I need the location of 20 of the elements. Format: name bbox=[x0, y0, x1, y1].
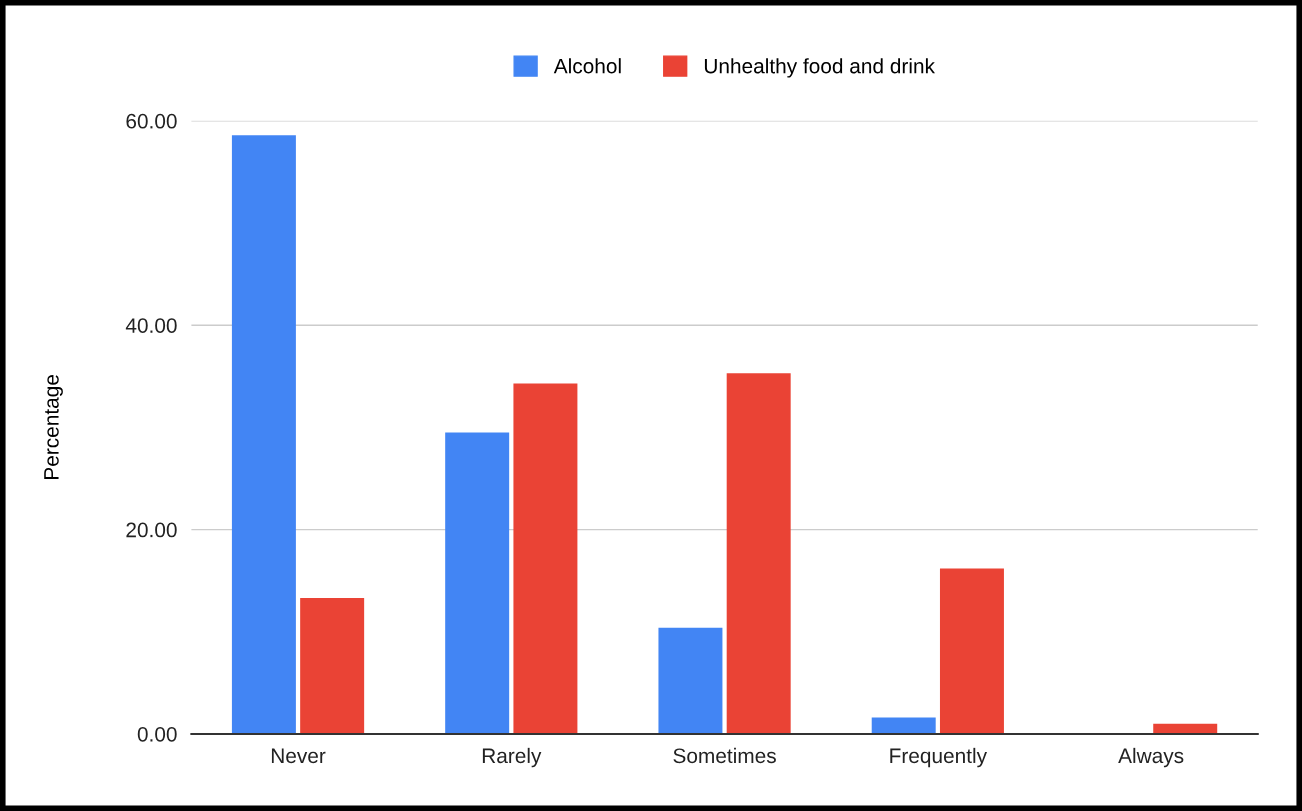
bar bbox=[513, 383, 578, 734]
x-tick-label: Never bbox=[271, 748, 326, 764]
bar bbox=[300, 598, 365, 734]
x-tick-label: Rarely bbox=[482, 747, 542, 768]
bar bbox=[658, 627, 723, 734]
legend-label: Alcohol bbox=[553, 58, 621, 74]
bar bbox=[445, 432, 510, 734]
bar bbox=[939, 568, 1004, 734]
y-tick-label: 0.00 bbox=[137, 726, 177, 742]
x-tick-label: Sometimes bbox=[673, 747, 776, 764]
legend-label: Unhealthy food and drink bbox=[704, 58, 935, 78]
y-tick-label: 20.00 bbox=[126, 522, 177, 538]
bar bbox=[231, 135, 296, 734]
x-tick-label: Always bbox=[1118, 747, 1184, 768]
y-tick-label: 60.00 bbox=[126, 113, 177, 129]
bar bbox=[726, 373, 791, 734]
y-axis-title: Percentage bbox=[44, 375, 63, 479]
bar bbox=[871, 717, 936, 734]
x-tick-label: Frequently bbox=[890, 747, 988, 768]
y-tick-label: 40.00 bbox=[125, 318, 177, 333]
